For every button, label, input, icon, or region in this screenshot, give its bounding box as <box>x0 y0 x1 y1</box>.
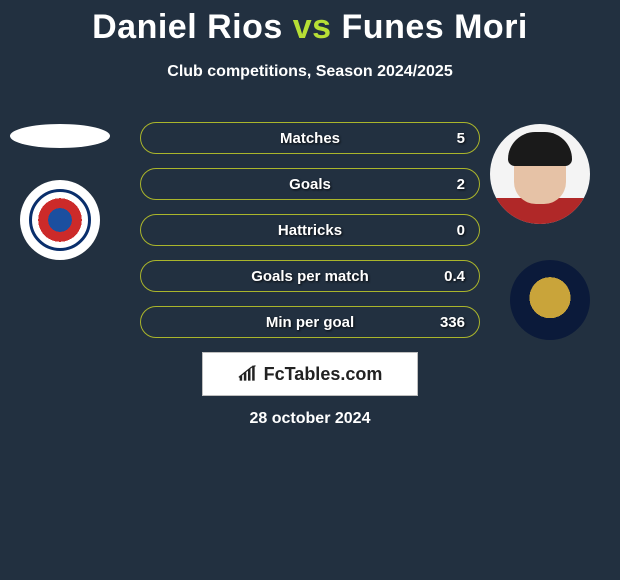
title-vs: vs <box>293 8 332 46</box>
pumas-crest-icon <box>527 277 573 323</box>
player-a-club-crest <box>20 180 100 260</box>
page-title: Daniel Rios vs Funes Mori <box>0 0 620 47</box>
subtitle: Club competitions, Season 2024/2025 <box>0 63 620 81</box>
stat-label: Goals <box>141 169 479 199</box>
stat-row-min-per-goal: Min per goal 336 <box>140 306 480 338</box>
player-b-hair <box>508 132 572 166</box>
stat-row-hattricks: Hattricks 0 <box>140 214 480 246</box>
bar-chart-icon <box>238 365 258 383</box>
stat-label: Matches <box>141 123 479 153</box>
player-a-portrait-placeholder <box>10 124 110 148</box>
stat-label: Hattricks <box>141 215 479 245</box>
title-player-a: Daniel Rios <box>92 8 283 46</box>
stat-label: Min per goal <box>141 307 479 337</box>
stat-value: 5 <box>457 123 465 153</box>
stat-row-matches: Matches 5 <box>140 122 480 154</box>
stat-label: Goals per match <box>141 261 479 291</box>
stats-container: Matches 5 Goals 2 Hattricks 0 Goals per … <box>140 122 480 352</box>
date-line: 28 october 2024 <box>0 410 620 428</box>
stat-value: 0.4 <box>444 261 465 291</box>
stat-value: 2 <box>457 169 465 199</box>
title-player-b: Funes Mori <box>342 8 528 46</box>
player-b-club-crest <box>510 260 590 340</box>
stat-value: 336 <box>440 307 465 337</box>
guadalajara-crest-icon <box>29 189 91 251</box>
branding-text: FcTables.com <box>264 364 383 385</box>
stat-value: 0 <box>457 215 465 245</box>
stat-row-goals: Goals 2 <box>140 168 480 200</box>
branding-badge[interactable]: FcTables.com <box>202 352 418 396</box>
stat-row-goals-per-match: Goals per match 0.4 <box>140 260 480 292</box>
player-b-portrait <box>490 124 590 224</box>
